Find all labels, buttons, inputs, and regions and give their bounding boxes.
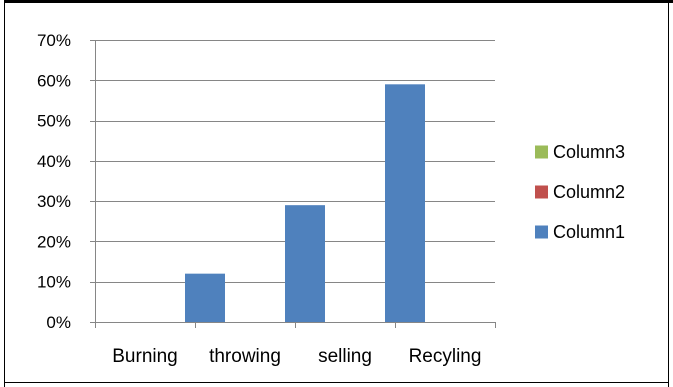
x-category-label: Recyling <box>409 346 482 367</box>
y-tick-label: 20% <box>37 232 71 251</box>
x-category-label: selling <box>318 346 372 367</box>
y-tick-label: 0% <box>46 313 71 332</box>
legend-swatch-column2 <box>535 185 548 199</box>
y-tick-label: 60% <box>37 71 71 90</box>
y-tick-label: 10% <box>37 273 71 292</box>
bar-column1-selling <box>285 205 325 322</box>
y-tick-label: 40% <box>37 152 71 171</box>
y-tick-label: 70% <box>37 31 71 50</box>
bars <box>185 84 425 322</box>
frame-layer <box>4 0 673 387</box>
y-tick-labels: 0% 10% 20% 30% 40% 50% 60% 70% <box>37 31 71 332</box>
legend-label-column1: Column1 <box>553 222 625 242</box>
legend: Column3 Column2 Column1 <box>535 142 625 242</box>
x-category-labels: Burning throwing selling Recyling <box>112 346 481 367</box>
y-tick-label: 30% <box>37 192 71 211</box>
bar-column1-throwing <box>185 273 225 322</box>
legend-label-column3: Column3 <box>553 142 625 162</box>
legend-swatch-column3 <box>535 145 548 159</box>
x-category-label: Burning <box>112 346 178 367</box>
axes <box>90 40 496 328</box>
legend-swatch-column1 <box>535 225 548 239</box>
bar-column1-recyling <box>385 84 425 322</box>
x-category-label: throwing <box>209 346 281 367</box>
legend-label-column2: Column2 <box>553 182 625 202</box>
y-tick-label: 50% <box>37 112 71 131</box>
